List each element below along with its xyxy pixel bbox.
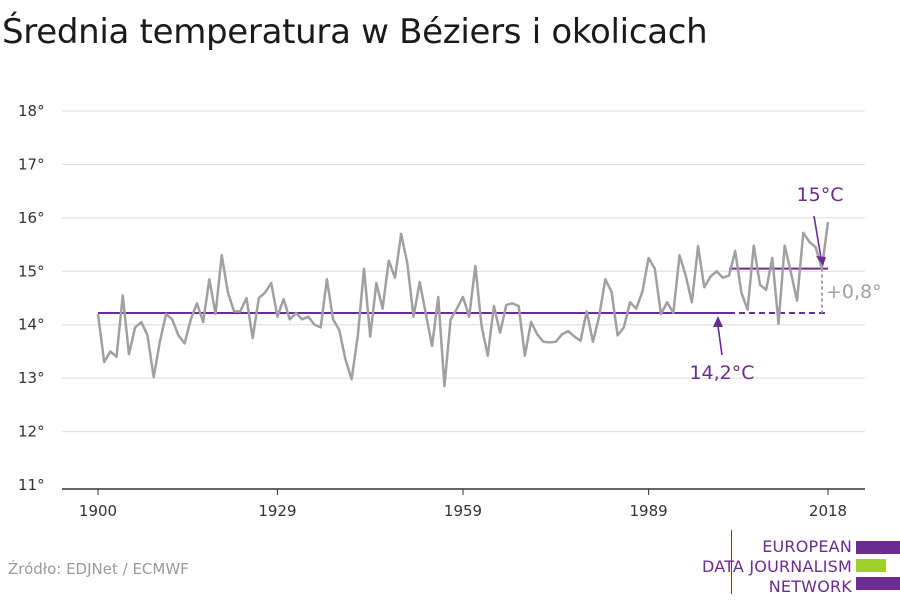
logo-divider	[731, 530, 732, 594]
baseline-average-label: 14,2°C	[689, 362, 754, 384]
x-tick-label: 1959	[444, 502, 482, 520]
x-tick-label: 1989	[629, 502, 667, 520]
baseline-arrow-shaft	[717, 325, 723, 356]
logo-line-1: EUROPEAN	[762, 537, 852, 556]
x-tick-label: 1900	[79, 502, 117, 520]
x-tick-label: 2018	[809, 502, 847, 520]
recent-average-label: 15°C	[797, 184, 844, 206]
edjnet-logo: EUROPEAN DATA JOURNALISM NETWORK	[700, 530, 900, 598]
source-note: Źródło: EDJNet / ECMWF	[8, 560, 189, 578]
baseline-arrow-head	[713, 316, 723, 327]
y-axis-tick-labels: 11° 12° 13° 14° 15° 16° 17° 18°	[18, 102, 45, 494]
delta-label: +0,8°	[826, 281, 882, 303]
y-tick-label: 15°	[18, 262, 45, 280]
y-tick-label: 14°	[18, 316, 45, 334]
y-tick-label: 11°	[18, 476, 45, 494]
logo-bar-2	[856, 559, 886, 572]
temperature-series-line	[96, 221, 830, 388]
logo-line-3: NETWORK	[768, 577, 852, 596]
logo-line-2: DATA JOURNALISM	[702, 557, 852, 576]
grid-lines	[62, 110, 865, 433]
x-tick-label: 1929	[258, 502, 296, 520]
logo-bar-3	[856, 577, 900, 590]
logo-bar-1	[856, 541, 900, 554]
recent-arrow-head	[816, 256, 826, 266]
x-axis: 1900 1929 1959 1989 2018	[62, 488, 865, 520]
chart-title: Średnia temperatura w Béziers i okolicac…	[2, 12, 708, 52]
recent-arrow-shaft	[813, 215, 822, 259]
y-tick-label: 17°	[18, 155, 45, 173]
y-tick-label: 13°	[18, 369, 45, 387]
y-tick-label: 12°	[18, 423, 45, 441]
y-tick-label: 16°	[18, 209, 45, 227]
annotations: +0,8° 15°C 14,2°C	[689, 184, 881, 384]
series-layer	[96, 221, 830, 388]
y-tick-label: 18°	[18, 102, 45, 120]
